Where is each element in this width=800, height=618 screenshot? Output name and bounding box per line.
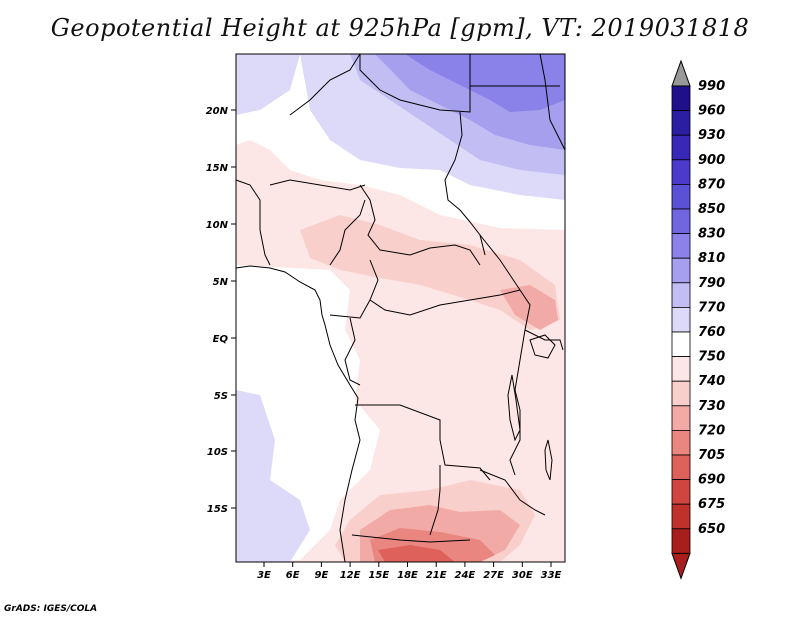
lat-tick-label: 10N: [206, 220, 229, 231]
border-drc-east: [509, 289, 531, 476]
legend-swatch: [671, 380, 691, 407]
legend-swatch: [671, 159, 691, 185]
legend-bottom-arrow: [671, 552, 691, 580]
longitude-axis: 3E 6E 9E 12E 15E 18E 21E 24E 27E 30E 33E: [257, 562, 562, 581]
legend-swatch: [671, 233, 691, 259]
latitude-axis: 20N 15N 10N 5N EQ 5S 10S 15S: [206, 106, 236, 515]
legend-swatch: [671, 503, 691, 530]
legend-swatch: [671, 208, 691, 235]
legend-swatch: [671, 134, 691, 161]
border-niger-nigeria: [269, 179, 366, 191]
border-west-africa: [235, 179, 271, 266]
legend-level-label: 900: [698, 153, 725, 168]
legend-swatch: [671, 356, 691, 382]
lat-tick-label: 15N: [206, 163, 229, 174]
coastline: [235, 265, 361, 563]
red-705-south: [378, 545, 455, 562]
lightblue-zone-northwest: [236, 54, 300, 115]
legend-level-label: 750: [698, 350, 725, 365]
border-zambia: [479, 469, 546, 516]
credit-text: GrADS: IGES/COLA: [4, 604, 98, 614]
border-southsudan: [479, 234, 521, 291]
border-sudan-ethiopia: [539, 53, 566, 151]
legend-level-label: 720: [698, 423, 725, 438]
legend-swatch: [671, 257, 691, 284]
lake-malawi: [544, 439, 553, 481]
lon-tick-label: 6E: [286, 570, 300, 581]
legend-swatch: [671, 405, 691, 431]
legend-level-label: 830: [698, 227, 725, 242]
legend-level-label: 850: [698, 202, 725, 217]
legend-top-arrow: [671, 59, 691, 87]
legend-level-label: 810: [698, 251, 725, 266]
legend-swatch: [671, 528, 691, 554]
lat-tick-label: EQ: [213, 334, 229, 345]
border-tanzania: [524, 329, 564, 351]
lon-tick-label: 24E: [455, 570, 476, 581]
legend-swatch: [671, 429, 691, 456]
border-angola-zambia: [429, 465, 441, 536]
border-chad-sudan: [444, 111, 486, 256]
lon-tick-label: 9E: [315, 570, 329, 581]
legend-level-label: 650: [698, 522, 725, 537]
map-title: Geopotential Height at 925hPa [gpm], VT:…: [50, 14, 750, 42]
border-cameroon-south: [329, 259, 379, 319]
legend-level-label: 690: [698, 473, 725, 488]
legend-swatch: [671, 282, 691, 308]
lon-tick-label: 18E: [397, 570, 418, 581]
color-legend: 990 960 930 900 870 850 830 810 790 770 760 750 740 7…: [671, 59, 725, 580]
lat-tick-label: 5N: [213, 277, 229, 288]
blue-830: [405, 54, 565, 112]
legend-swatch: [671, 306, 691, 333]
legend-level-label: 960: [698, 104, 725, 119]
lat-tick-label: 15S: [207, 504, 228, 515]
border-nigeria-cameroon: [329, 199, 366, 266]
map-frame: [235, 53, 566, 563]
lake-tanganyika: [507, 374, 521, 442]
legend-level-label: 770: [698, 300, 725, 315]
lake-victoria: [529, 334, 556, 359]
legend-swatch: [671, 331, 691, 358]
lon-tick-label: 12E: [340, 570, 361, 581]
height-field: [236, 54, 565, 562]
lon-tick-label: 21E: [426, 570, 447, 581]
border-congo: [344, 317, 361, 386]
lightblue-zone-atlantic: [236, 390, 310, 562]
legend-swatch: [671, 85, 691, 112]
border-car-drc: [369, 289, 521, 316]
lat-tick-label: 20N: [206, 106, 229, 117]
border-chad-south: [359, 184, 481, 266]
lon-tick-label: 33E: [541, 570, 562, 581]
border-angola-drc: [355, 404, 491, 481]
boundaries: [235, 53, 566, 563]
border-egypt-sudan: [469, 85, 560, 112]
legend-swatch: [671, 479, 691, 505]
red-740-central: [300, 215, 560, 330]
legend-level-label: 730: [698, 399, 725, 414]
legend-level-label: 870: [698, 177, 725, 192]
lon-tick-label: 3E: [257, 570, 271, 581]
lon-tick-label: 30E: [512, 570, 533, 581]
legend-level-label: 990: [698, 79, 725, 94]
legend-level-label: 790: [698, 276, 725, 291]
border-chad-niger: [289, 53, 361, 116]
legend-swatch: [671, 183, 691, 210]
legend-swatch: [671, 110, 691, 136]
legend-level-label: 740: [698, 374, 725, 389]
lon-tick-label: 27E: [483, 570, 504, 581]
lat-tick-label: 10S: [207, 447, 228, 458]
border-angola-namibia: [351, 534, 471, 543]
legend-level-label: 930: [698, 128, 725, 143]
lat-tick-label: 5S: [214, 391, 228, 402]
lon-tick-label: 15E: [368, 570, 389, 581]
legend-level-label: 760: [698, 325, 725, 340]
legend-swatch: [671, 454, 691, 481]
legend-level-label: 705: [698, 448, 725, 463]
legend-level-label: 675: [698, 497, 725, 512]
